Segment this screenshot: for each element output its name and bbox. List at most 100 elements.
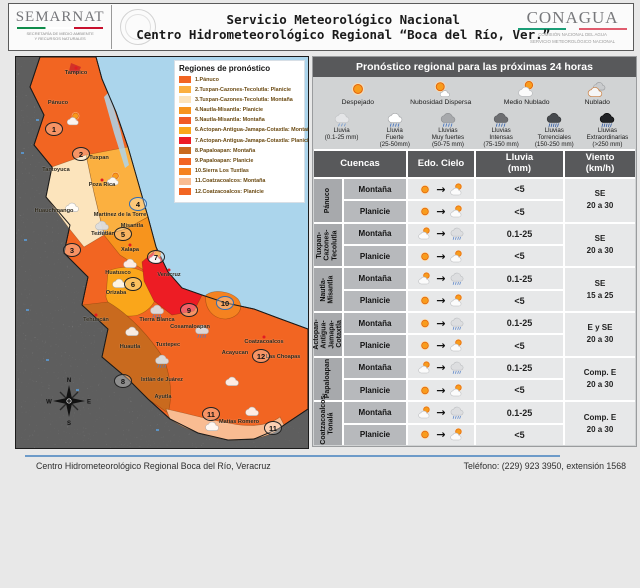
city-label: Teziutlán [91, 231, 115, 237]
city-dot [100, 178, 104, 182]
forecast-table: Cuencas Edo. Cielo Lluvia (mm) Viento (k… [313, 149, 635, 446]
sky-from-icon [417, 427, 433, 442]
legend-swatch [179, 177, 191, 185]
legend-label: 2.Tuxpan-Cazones-Tecolutla: Planicie [195, 86, 291, 93]
rain-legend-item: Lluvias Torrenciales (150-250 mm) [528, 111, 581, 151]
sky-legend-item: Nublado [567, 79, 628, 111]
forecast-group-panuco: Pánuco Montaña → <5 Planicie → <5 SE 20 a… [314, 179, 635, 222]
compass-n-label: N [67, 378, 71, 384]
city-label: Tuxpan [89, 155, 109, 161]
city-label: Huautla [119, 344, 141, 350]
legend-swatch [179, 167, 191, 175]
zone-cell: Montaña [344, 402, 406, 423]
sky-state-cell: → [408, 268, 474, 289]
zone-cell: Montaña [344, 179, 406, 200]
rain-legend-label: Lluvia (0.1-25 mm) [324, 127, 359, 141]
sky-from-icon [417, 293, 433, 308]
sky-legend-item: Medio Nublado [487, 79, 567, 111]
sky-from-icon [417, 383, 433, 398]
legend-swatch [179, 96, 191, 104]
header-cuencas: Cuencas [314, 151, 406, 177]
basin-name-cell: Nautla-Misantla [314, 268, 342, 312]
region-marker: 11 [264, 421, 282, 435]
wind-cell: SE 20 a 30 [565, 179, 635, 222]
wind-cell: SE 20 a 30 [565, 223, 635, 267]
basin-name-cell: Tuxpan-Cazones-Tecolutla [314, 223, 342, 267]
rain-cell: 0.1-25 [476, 313, 563, 334]
legend-label: 6.Actopan-Antigua-Jamapa-Cotaxtla: Monta… [195, 127, 309, 134]
legend-swatch [179, 86, 191, 94]
zone-cell: Planicie [344, 246, 406, 267]
wind-direction: SE [594, 234, 606, 243]
legend-label: 3.Tuxpan-Cazones-Tecolutla: Montaña [195, 96, 293, 103]
sky-state-cell: → [408, 313, 474, 334]
legend-item: 7.Actopan-Antigua-Jamapa-Cotaxtla: Plani… [179, 137, 308, 145]
light-rain-icon [332, 111, 352, 128]
rain-cell: <5 [476, 201, 563, 222]
footer-office-name: Centro Hidrometeorológico Regional Boca … [36, 461, 271, 471]
sky-legend-label: Nubosidad Dispersa [410, 99, 472, 106]
rain-legend-label: Lluvias Torrenciales (150-250 mm) [534, 127, 574, 148]
legend-swatch [179, 126, 191, 134]
city-dot [262, 335, 266, 339]
legend-label: 9.Papaloapan: Planicie [195, 158, 254, 164]
legend-item: 6.Actopan-Antigua-Jamapa-Cotaxtla: Monta… [179, 126, 308, 134]
legend-swatch [179, 188, 191, 196]
sky-from-icon [417, 405, 433, 420]
legend-label: 7.Actopan-Antigua-Jamapa-Cotaxtla: Plani… [195, 137, 309, 144]
transition-arrow-icon: → [436, 182, 446, 196]
legend-swatch [179, 76, 191, 83]
rain-legend-item: Lluvias Intensas (75-150 mm) [475, 111, 528, 151]
zone-cell: Planicie [344, 380, 406, 401]
city-label: Orizaba [105, 290, 127, 296]
city-label: Huauchinango [34, 208, 74, 214]
torrential-rain-icon [544, 111, 564, 128]
sky-legend-label: Despejado [341, 99, 375, 106]
zone-cell: Planicie [344, 424, 406, 446]
basin-name-cell: Actopan-Antigua-Jamapa-Cotaxtla [313, 313, 343, 356]
wind-cell: Comp. E 20 a 30 [565, 402, 635, 446]
rain-cell: 0.1-25 [476, 268, 563, 289]
sky-to-icon [449, 293, 465, 308]
table-body: Pánuco Montaña → <5 Planicie → <5 SE 20 a… [313, 179, 635, 446]
legend-label: 11.Coatzacoalcos: Montaña [195, 178, 266, 185]
sky-to-icon [449, 427, 465, 442]
legend-swatch [179, 137, 191, 145]
rain-legend-item: Lluvia (0.1-25 mm) [315, 111, 368, 151]
sky-state-cell: → [408, 223, 474, 244]
wind-speed: 20 a 30 [586, 380, 614, 390]
partly-cloudy-icon [516, 79, 538, 99]
rain-cell: <5 [476, 335, 563, 356]
legend-label: 10.Sierra Los Tuxtlas [195, 168, 249, 175]
compass-e-label: E [87, 400, 91, 406]
rain-cell: <5 [476, 380, 563, 401]
header: SEMARNAT SECRETARÍA DE MEDIO AMBIENTE Y … [8, 3, 634, 51]
legend-item: 4.Nautla-Misantla: Planicie [179, 106, 300, 114]
legend-item: 12.Coatzacoalcos: Planicie [179, 188, 300, 196]
map-weather-icon [154, 353, 171, 369]
rain-legend-item: Lluvias Muy fuertes (50-75 mm) [421, 111, 474, 151]
sky-from-icon [417, 316, 433, 331]
sky-state-cell: → [408, 290, 474, 312]
city-label: Martínez de la Torre [93, 212, 147, 218]
state-outline [29, 57, 308, 441]
forecast-group-actopan: Actopan-Antigua-Jamapa-Cotaxtla Montaña … [313, 313, 635, 356]
sky-to-icon [449, 360, 465, 375]
wind-direction: Comp. E [583, 368, 617, 378]
page-title: Servicio Meteorológico Nacional Centro H… [136, 12, 550, 42]
transition-arrow-icon: → [436, 361, 446, 375]
region-marker: 10 [216, 296, 234, 310]
semarnat-wordmark: SEMARNAT [15, 9, 105, 25]
map-legend-title: Regiones de pronóstico [179, 64, 271, 73]
rain-legend-label: Lluvias Muy fuertes (50-75 mm) [431, 127, 465, 148]
sky-to-icon [449, 271, 465, 286]
basin-name-cell: Coatzacoalcos-Tonalá [314, 394, 342, 446]
title-line-2: Centro Hidrometeorológico Regional “Boca… [136, 27, 551, 42]
wind-cell: SE 15 a 25 [565, 268, 635, 312]
sky-state-cell: → [408, 380, 474, 401]
sky-state-cell: → [408, 402, 474, 423]
wind-speed: 20 a 30 [586, 335, 614, 345]
wind-speed: 20 a 30 [586, 246, 614, 255]
forecast-group-papaloapan: Papaloapan Montaña → 0.1-25 Planicie → <… [314, 357, 635, 401]
legend-label: 1.Pánuco [195, 76, 219, 83]
